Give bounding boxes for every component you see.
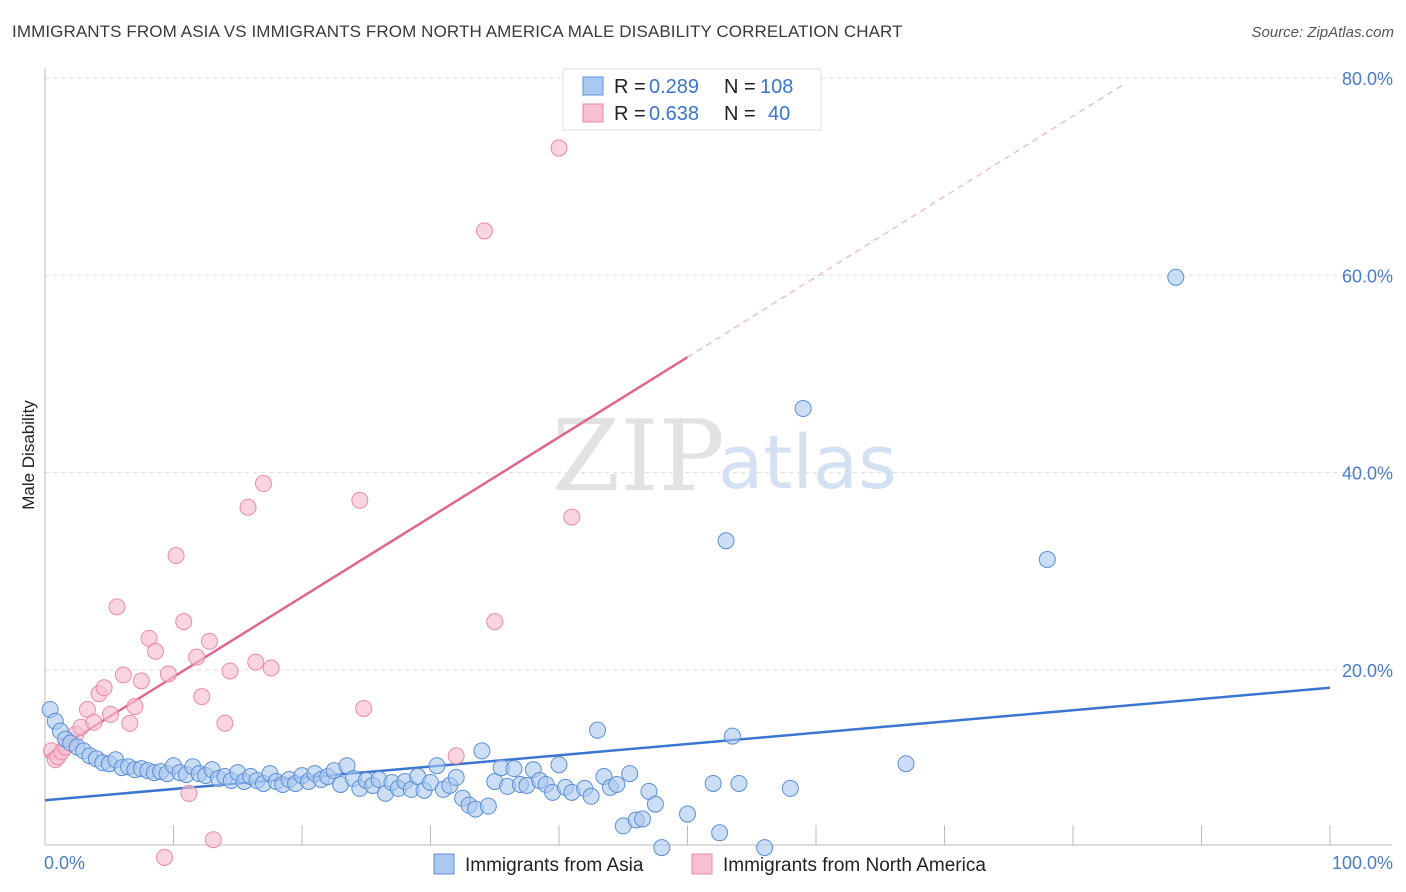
point-na-33: [254, 475, 272, 493]
legend-swatch-na: [582, 103, 604, 123]
y-tick-label-0: 20.0%: [1342, 661, 1393, 681]
point-asia-105: [897, 755, 915, 773]
x-tick-label-1: 100.0%: [1332, 853, 1393, 873]
point-asia-106: [1038, 550, 1056, 568]
point-asia-64: [447, 769, 465, 787]
point-na-38: [475, 222, 493, 240]
point-asia-104: [794, 400, 812, 418]
point-na-28: [204, 831, 222, 849]
point-asia-107: [1167, 268, 1185, 286]
point-na-14: [114, 666, 132, 684]
point-na-27: [200, 632, 218, 650]
watermark-zip: ZIP: [552, 400, 725, 514]
data-points: [41, 139, 1185, 866]
trend-line-na: [44, 356, 689, 758]
point-asia-85: [589, 721, 607, 739]
point-asia-84: [582, 787, 600, 805]
legend-na-n-value: 40: [768, 103, 790, 125]
legend-asia-n-label: N =: [724, 76, 756, 98]
tick-labels: 20.0% 40.0% 60.0% 80.0% 0.0% 100.0%: [44, 69, 1393, 873]
point-asia-97: [704, 774, 722, 792]
point-na-25: [188, 648, 206, 666]
point-asia-69: [479, 797, 497, 815]
point-asia-101: [730, 774, 748, 792]
point-asia-98: [711, 824, 729, 842]
legend-asia-n-value: 108: [760, 76, 793, 98]
y-axis-label: Male Disability: [19, 400, 38, 510]
point-na-19: [147, 642, 165, 660]
axes: [44, 68, 1392, 846]
legend-asia-r-value: 0.289: [649, 76, 699, 98]
legend-swatch-asia: [582, 76, 604, 96]
bottom-legend-swatch-na: [691, 853, 713, 875]
point-na-40: [563, 508, 581, 526]
point-asia-92: [634, 810, 652, 828]
watermark-atlas: atlas: [718, 420, 897, 506]
bottom-legend-na: Immigrants from North America: [723, 855, 986, 876]
bottom-legend: Immigrants from Asia Immigrants from Nor…: [433, 853, 986, 876]
point-na-30: [221, 662, 239, 680]
point-na-16: [126, 698, 144, 716]
point-asia-61: [428, 757, 446, 775]
point-asia-102: [756, 839, 774, 857]
point-asia-73: [505, 760, 523, 778]
point-na-12: [102, 705, 120, 723]
point-asia-99: [717, 532, 735, 550]
point-asia-81: [550, 756, 568, 774]
bottom-legend-asia: Immigrants from Asia: [465, 855, 644, 876]
point-na-34: [262, 659, 280, 677]
point-na-15: [121, 714, 139, 732]
point-na-35: [351, 491, 369, 509]
point-na-26: [193, 688, 211, 706]
point-asia-96: [679, 805, 696, 823]
grid-lines: [45, 77, 1392, 671]
point-na-23: [175, 613, 193, 631]
point-na-13: [108, 598, 126, 616]
point-asia-89: [621, 765, 639, 783]
point-na-9: [85, 713, 103, 731]
point-asia-68: [473, 742, 491, 760]
point-na-29: [216, 714, 234, 732]
point-na-32: [247, 653, 265, 671]
point-na-39: [486, 613, 504, 631]
point-asia-95: [653, 839, 671, 857]
trend-line-na-extension: [687, 83, 1125, 358]
point-na-21: [159, 665, 177, 683]
legend-asia-r-label: R =: [614, 76, 646, 98]
point-na-22: [167, 547, 185, 565]
chart-title: IMMIGRANTS FROM ASIA VS IMMIGRANTS FROM …: [12, 22, 903, 41]
bottom-legend-swatch-asia: [433, 853, 455, 875]
point-na-17: [132, 672, 150, 690]
point-na-41: [550, 139, 568, 157]
point-na-20: [156, 848, 174, 866]
point-na-37: [447, 747, 465, 765]
point-asia-103: [781, 779, 799, 797]
point-asia-88: [608, 775, 626, 793]
point-na-24: [180, 784, 198, 802]
y-tick-label-2: 60.0%: [1342, 266, 1393, 286]
point-asia-100: [723, 727, 741, 745]
top-legend: R = 0.289 N = 108 R = 0.638 N = 40: [562, 68, 822, 131]
point-asia-94: [646, 795, 664, 813]
point-na-11: [95, 679, 113, 697]
legend-na-r-label: R =: [614, 103, 646, 125]
legend-na-r-value: 0.638: [649, 103, 699, 125]
point-na-36: [355, 699, 373, 717]
x-tick-label-0: 0.0%: [44, 853, 85, 873]
source-label: Source: ZipAtlas.com: [1251, 24, 1394, 41]
point-na-31: [239, 498, 257, 516]
y-tick-label-1: 40.0%: [1342, 464, 1393, 484]
y-tick-label-3: 80.0%: [1342, 69, 1393, 89]
legend-na-n-label: N =: [724, 103, 756, 125]
